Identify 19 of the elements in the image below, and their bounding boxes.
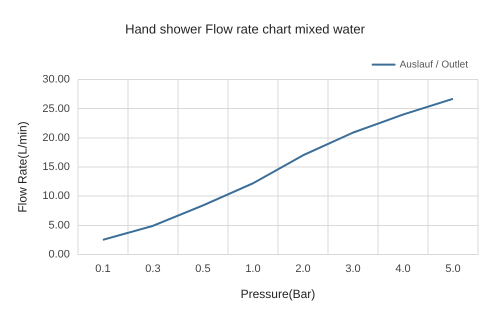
y-axis-title: Flow Rate(L/min) <box>16 121 30 213</box>
chart-title: Hand shower Flow rate chart mixed water <box>125 21 366 36</box>
x-tick-label: 0.1 <box>95 263 111 276</box>
x-tick-label: 1.0 <box>245 263 261 276</box>
y-tick-label: 15.00 <box>42 161 70 174</box>
x-tick-label: 2.0 <box>295 263 311 276</box>
x-tick-label: 5.0 <box>445 263 461 276</box>
x-tick-label: 3.0 <box>345 263 361 276</box>
legend-label: Auslauf / Outlet <box>400 59 468 70</box>
y-tick-label: 0.00 <box>48 248 70 260</box>
y-tick-label: 30.00 <box>42 74 70 86</box>
y-tick-label: 5.00 <box>48 219 70 232</box>
x-tick-label: 4.0 <box>395 263 411 276</box>
x-axis-title: Pressure(Bar) <box>240 287 316 302</box>
x-tick-label: 0.3 <box>145 263 161 276</box>
x-tick-label: 0.5 <box>195 263 211 276</box>
y-tick-label: 20.00 <box>42 132 70 144</box>
y-tick-label: 10.00 <box>42 190 70 202</box>
y-tick-label: 25.00 <box>42 102 70 115</box>
